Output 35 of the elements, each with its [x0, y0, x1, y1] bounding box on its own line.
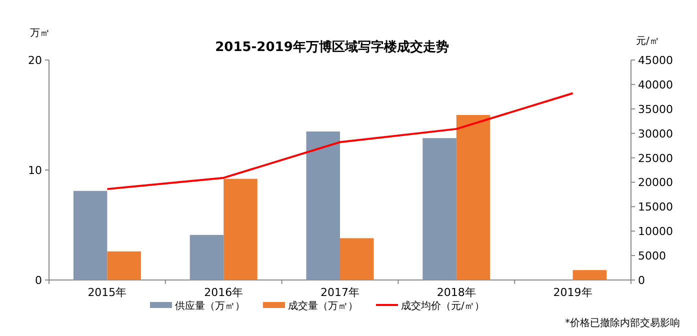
bar — [107, 251, 141, 280]
y2-tick-label: 10000 — [638, 225, 673, 238]
y2-tick-label: 20000 — [638, 176, 673, 190]
legend-label: 成交均价（元/㎡） — [401, 300, 484, 312]
y2-tick-label: 25000 — [638, 152, 673, 165]
y2-axis-title: 元/㎡ — [636, 36, 660, 47]
y2-tick-label: 35000 — [638, 102, 673, 116]
y2-tick-label: 0 — [638, 274, 645, 287]
chart-title: 2015-2019年万博区域写字楼成交走势 — [215, 39, 449, 55]
text: *价格已撤除内部交易影响 — [565, 317, 680, 329]
line-series — [106, 92, 574, 190]
y2-tick-label: 5000 — [638, 250, 666, 263]
bar — [456, 115, 490, 280]
y-tick-label: 0 — [35, 274, 42, 287]
y2-tick-label: 15000 — [638, 200, 673, 214]
x-tick-label: 2016年 — [204, 286, 244, 299]
bar — [340, 238, 374, 280]
y2-tick-label: 45000 — [638, 54, 673, 67]
x-tick-label: 2015年 — [88, 286, 127, 299]
legend-label: 成交量（万㎡） — [288, 300, 358, 312]
legend-label: 供应量（万㎡） — [175, 300, 245, 312]
y-tick-label: 10 — [28, 164, 42, 177]
bar — [190, 234, 224, 280]
y2-tick-label: 40000 — [638, 78, 673, 92]
y-tick-label: 20 — [28, 54, 42, 67]
x-tick-label: 2017年 — [320, 286, 360, 299]
x-tick-label: 2019年 — [553, 286, 592, 299]
bar — [306, 132, 340, 280]
bar — [422, 138, 456, 280]
bar — [73, 190, 108, 280]
bar — [572, 270, 607, 280]
y-axis-title: 万㎡ — [30, 28, 50, 39]
y2-tick-label: 30000 — [638, 127, 673, 140]
bar — [224, 178, 258, 280]
x-tick-label: 2018年 — [436, 286, 476, 299]
